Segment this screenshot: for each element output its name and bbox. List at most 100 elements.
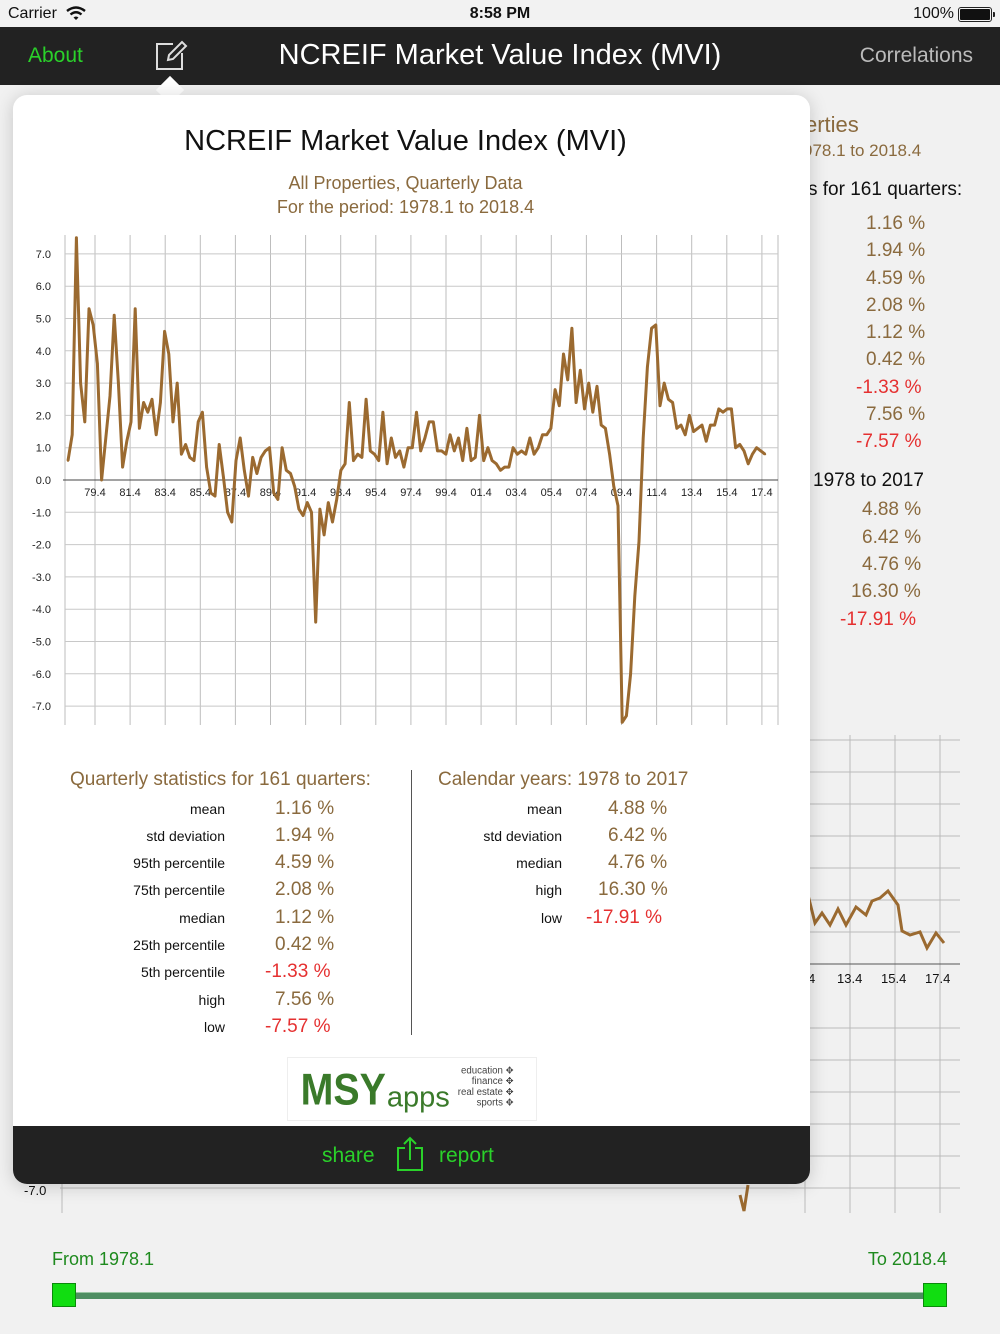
x-tick-label: 95.4 bbox=[365, 487, 386, 499]
chart-point bbox=[751, 452, 754, 456]
chart-point bbox=[440, 449, 443, 453]
svg-text:education ✥: education ✥ bbox=[461, 1066, 514, 1077]
chart-point bbox=[79, 381, 82, 385]
chart-point bbox=[276, 498, 280, 501]
bg-tick: 13.4 bbox=[837, 971, 863, 986]
chart-point bbox=[196, 420, 200, 424]
chart-point bbox=[268, 446, 271, 449]
chart-point bbox=[377, 459, 380, 462]
chart-point bbox=[209, 491, 212, 495]
stat-value: -7.57 % bbox=[265, 1016, 331, 1037]
stat-label: median bbox=[516, 855, 562, 871]
chart-point bbox=[738, 443, 742, 446]
quarterly-stats-heading: Quarterly statistics for 161 quarters: bbox=[70, 769, 371, 790]
chart-point bbox=[66, 459, 70, 462]
edit-icon[interactable] bbox=[154, 39, 188, 71]
stat-label: low bbox=[540, 910, 562, 926]
stat-value: 4.76 % bbox=[608, 852, 668, 873]
x-tick-label: 97.4 bbox=[400, 487, 421, 499]
chart-point bbox=[335, 498, 338, 501]
stat-value: 1.12 % bbox=[275, 907, 335, 928]
chart-point bbox=[180, 452, 183, 456]
chart-point bbox=[747, 462, 750, 466]
chart-point bbox=[721, 410, 725, 414]
stat-value: 7.56 % bbox=[275, 989, 335, 1010]
chart-point bbox=[234, 459, 238, 462]
chart-point bbox=[759, 449, 763, 453]
bg-year-value: 4.76 % bbox=[862, 554, 922, 575]
report-button[interactable]: report bbox=[439, 1144, 494, 1167]
y-tick-label: -1.0 bbox=[32, 507, 51, 519]
chart-point bbox=[129, 420, 133, 424]
svg-text:sports ✥: sports ✥ bbox=[477, 1097, 514, 1108]
chart-point bbox=[532, 452, 536, 456]
chart-point bbox=[646, 365, 649, 369]
chart-point bbox=[570, 326, 574, 330]
bg-tick: 17.4 bbox=[925, 971, 951, 986]
carrier-label: Carrier bbox=[8, 5, 57, 22]
chart-point bbox=[755, 446, 758, 449]
chart-point bbox=[192, 459, 196, 462]
chart-point bbox=[415, 410, 418, 414]
bg-quarters-heading: s for 161 quarters: bbox=[808, 179, 963, 200]
range-slider-start-handle[interactable] bbox=[52, 1283, 76, 1307]
chart-point bbox=[595, 385, 599, 388]
chart-point bbox=[591, 410, 595, 414]
chart-point bbox=[419, 449, 422, 453]
range-slider-track[interactable] bbox=[62, 1292, 936, 1299]
y-tick-label: 1.0 bbox=[36, 443, 51, 455]
chart-point bbox=[255, 472, 259, 475]
bg-value: 1.12 % bbox=[866, 322, 926, 343]
bg-year-value: 16.30 % bbox=[851, 581, 921, 602]
chart-point bbox=[201, 410, 204, 414]
from-label: From 1978.1 bbox=[52, 1249, 155, 1269]
x-tick-label: 05.4 bbox=[541, 487, 562, 499]
report-subtitle: All Properties, Quarterly Data bbox=[288, 173, 523, 193]
chart-point bbox=[217, 443, 221, 446]
msy-apps-logo: MSY apps education ✥ finance ✥ real esta… bbox=[287, 1057, 537, 1121]
x-tick-label: 79.4 bbox=[84, 487, 105, 499]
chart-point bbox=[96, 362, 99, 365]
chart-point bbox=[364, 398, 368, 401]
chart-point bbox=[566, 378, 569, 382]
chart-point bbox=[608, 452, 611, 456]
chart-point bbox=[222, 475, 225, 478]
about-button[interactable]: About bbox=[28, 44, 83, 67]
chart-point bbox=[154, 433, 158, 436]
x-tick-label: 15.4 bbox=[716, 487, 737, 499]
bg-years-heading: 1978 to 2017 bbox=[813, 470, 924, 491]
chart-point bbox=[713, 423, 716, 427]
chart-point bbox=[108, 394, 112, 398]
stat-value: 4.88 % bbox=[608, 798, 668, 819]
chart-point bbox=[583, 407, 586, 411]
chart-point bbox=[306, 501, 309, 504]
chart-point bbox=[537, 446, 540, 449]
stat-label: 5th percentile bbox=[140, 964, 225, 980]
chart-point bbox=[394, 456, 397, 459]
chart-point bbox=[734, 446, 737, 449]
correlations-button[interactable]: Correlations bbox=[859, 44, 973, 67]
share-button[interactable]: share bbox=[322, 1144, 375, 1167]
chart-point bbox=[461, 459, 464, 462]
chart-point bbox=[75, 236, 78, 239]
bg-value: 7.56 % bbox=[866, 404, 926, 425]
bg-value: 0.42 % bbox=[866, 349, 926, 370]
bg-period: 978.1 to 2018.4 bbox=[803, 141, 922, 160]
chart-point bbox=[322, 533, 326, 537]
chart-point bbox=[188, 456, 191, 459]
chart-point bbox=[679, 423, 683, 427]
chart-point bbox=[637, 540, 641, 543]
chart-point bbox=[272, 491, 275, 495]
chart-point bbox=[705, 440, 708, 443]
stat-label: 95th percentile bbox=[133, 855, 225, 871]
range-slider-end-handle[interactable] bbox=[923, 1283, 947, 1307]
chart-point bbox=[516, 452, 519, 456]
y-tick-label: 3.0 bbox=[36, 378, 51, 390]
share-icon[interactable] bbox=[396, 1136, 424, 1172]
chart-point bbox=[318, 507, 322, 511]
y-tick-label: -5.0 bbox=[32, 637, 51, 649]
chart-point bbox=[549, 427, 553, 430]
stat-value: 1.94 % bbox=[275, 825, 335, 846]
chart-point bbox=[465, 427, 469, 430]
chart-point bbox=[675, 427, 679, 430]
